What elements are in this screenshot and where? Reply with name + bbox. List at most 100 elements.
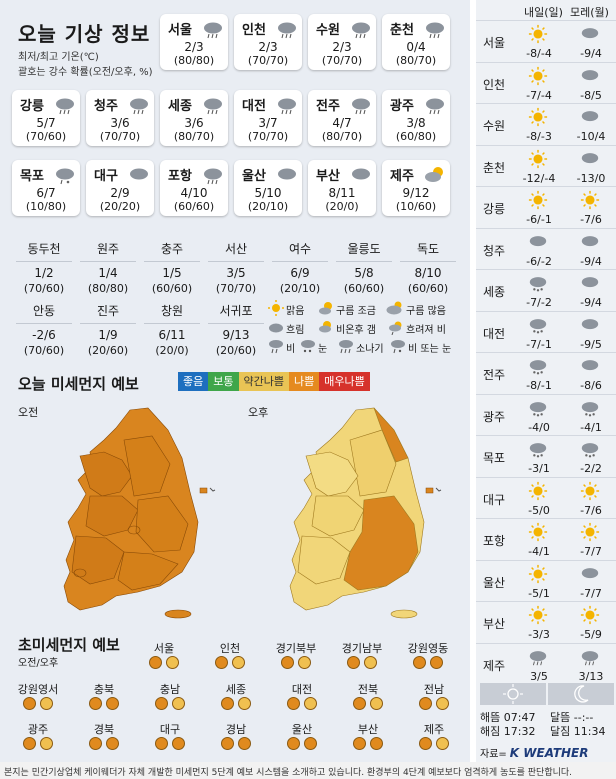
pm-dot: [232, 656, 245, 669]
region-name: 전남: [423, 683, 445, 696]
am-dot: [215, 656, 228, 669]
dust-map-pm: [289, 407, 442, 619]
sunset: 해짐 17:32: [480, 723, 535, 739]
cloud-icon: [128, 164, 150, 190]
row-city: 전주: [482, 368, 506, 382]
rain-icon: [202, 164, 224, 190]
dayafter-temp: -7/7: [580, 545, 602, 558]
city-name: 대전: [242, 99, 266, 114]
city-name: 인천: [242, 23, 266, 38]
city-name: 부산: [316, 169, 340, 184]
city-prob: (60/60): [151, 282, 193, 295]
city-cell: 서귀포 9/13 (20/60): [204, 298, 268, 357]
tomorrow-temp: -4/1: [528, 545, 550, 558]
city-prob: (70/70): [247, 130, 289, 143]
snow-icon: [300, 338, 316, 357]
city-prob: (70/60): [23, 282, 65, 295]
cloud-icon: [580, 107, 600, 131]
region-name: 충북: [93, 683, 115, 696]
am-dot: [23, 697, 36, 710]
row-city: 제주: [482, 658, 506, 673]
tomorrow-temp: -12/-4: [522, 171, 556, 185]
legend-clear: 맑음: [268, 299, 305, 318]
city-name: 울릉도: [336, 236, 392, 262]
city-name: 원주: [80, 236, 136, 262]
legend-clear-label: 맑음: [286, 305, 305, 317]
city-card: 부산 8/11 (20/0): [308, 160, 376, 216]
am-dot: [89, 737, 102, 750]
pm-dot: [40, 697, 53, 710]
partly-cloudy-icon: [318, 300, 334, 319]
rain-icon: [528, 647, 548, 671]
pm-dot: [40, 737, 53, 750]
am-dot: [221, 697, 234, 710]
legend-clear-after-rain: 비온후 갬: [318, 319, 376, 337]
city-prob: (20/60): [215, 344, 257, 357]
row-city: 울산: [482, 575, 506, 590]
row-city: 광주: [482, 409, 506, 424]
pm-dot: [436, 697, 449, 710]
dayafter-temp: -2/2: [580, 462, 602, 475]
city-prob: (20/0): [325, 200, 359, 213]
cloud-icon: [580, 149, 600, 173]
sun-icon: [528, 605, 548, 629]
snow-icon: [528, 315, 548, 339]
sun-icon: [503, 684, 523, 704]
city-prob: (20/10): [247, 200, 289, 213]
am-dot: [419, 737, 432, 750]
city-cell: 충주 1/5 (60/60): [140, 236, 204, 295]
moonrise: 달뜸 --:--: [550, 709, 593, 725]
city-name: 서귀포: [208, 298, 264, 324]
pm-dot: [238, 737, 251, 750]
pm-region: 세종: [208, 681, 264, 710]
city-name: 여수: [272, 236, 328, 262]
city-temp: 8/11: [328, 186, 356, 200]
subtitle-temp: 최저/최고 기온(℃): [18, 52, 99, 63]
subtitle: 최저/최고 기온(℃) 괄호는 강수 확률(오전/오후, %): [18, 50, 153, 80]
city-prob: (70/70): [321, 54, 363, 67]
city-name: 독도: [400, 236, 456, 262]
pm-dot: [370, 737, 383, 750]
tomorrow-temp: -3/1: [528, 462, 550, 475]
city-card: 제주 9/12 (10/60): [382, 160, 450, 216]
city-card: 세종 3/6 (80/70): [160, 90, 228, 146]
city-temp: 6/11: [158, 328, 186, 342]
am-dot: [419, 697, 432, 710]
pm-region: 광주: [10, 721, 66, 750]
am-dot: [281, 656, 294, 669]
region-name: 세종: [225, 683, 247, 696]
city-prob: (70/60): [25, 130, 67, 143]
city-prob: (20/60): [87, 344, 129, 357]
pm-dot: [166, 656, 179, 669]
kweather-logo: K WEATHER: [509, 745, 589, 760]
sun-icon: [528, 190, 548, 214]
city-temp: 4/10: [180, 186, 208, 200]
pm-region: 부산: [340, 721, 396, 750]
city-temp: 8/10: [414, 266, 442, 280]
legend-partly-label: 구름 조금: [336, 305, 376, 317]
row-city: 세종: [482, 285, 506, 299]
city-cell: 창원 6/11 (20/0): [140, 298, 204, 357]
city-prob: (20/0): [155, 344, 189, 357]
am-dot: [413, 656, 426, 669]
row-city: 포항: [482, 534, 506, 548]
am-dot: [89, 697, 102, 710]
sun-icon: [580, 605, 600, 629]
dayafter-temp: -8/6: [580, 379, 602, 392]
snow-icon: [528, 398, 548, 422]
city-name: 목포: [20, 169, 44, 184]
tomorrow-temp: -5/0: [528, 503, 550, 517]
pm-title: 초미세먼지 예보: [18, 636, 120, 654]
am-dot: [287, 737, 300, 750]
legend-partly: 구름 조금: [318, 300, 376, 318]
pm-region: 강원영서: [10, 681, 66, 710]
pm-dot: [430, 656, 443, 669]
pm-region: 전남: [406, 681, 462, 710]
legend-rain-label: 비: [286, 343, 296, 355]
legend-overcast-label: 흐림: [286, 324, 305, 336]
moonset-time: 11:34: [573, 725, 606, 738]
snow-icon: [528, 273, 548, 297]
source: 자료= K WEATHER: [480, 745, 589, 761]
sunrise-label: 해뜸: [480, 711, 501, 724]
city-temp: 5/8: [354, 266, 374, 280]
